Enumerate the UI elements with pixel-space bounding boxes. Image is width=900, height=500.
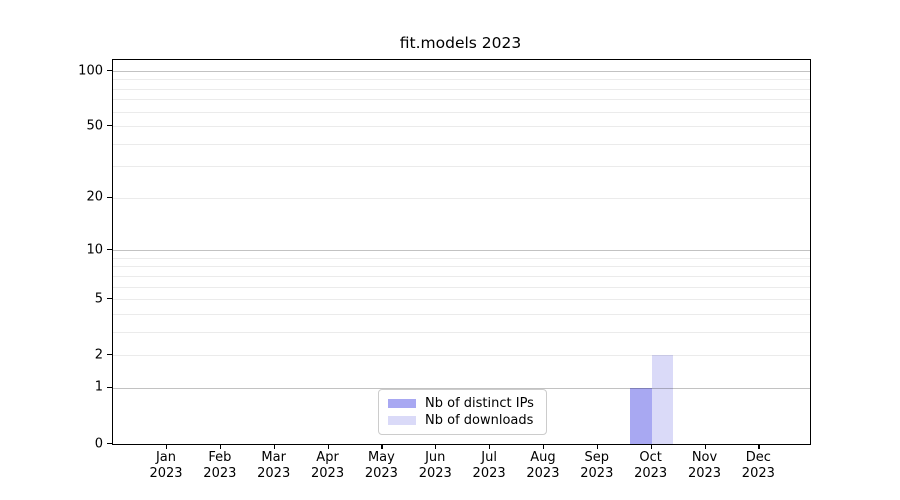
y-tick-mark	[107, 125, 112, 127]
x-tick-mark	[219, 444, 222, 449]
x-tick-mark	[435, 444, 437, 449]
minor-gridline	[113, 79, 810, 81]
legend-row: Nb of downloads	[388, 412, 537, 429]
bar	[651, 355, 674, 444]
x-tick-mark	[381, 444, 383, 449]
x-tick-mark	[650, 444, 652, 449]
y-tick-label: 0	[94, 436, 103, 451]
major-gridline	[113, 387, 810, 389]
minor-gridline	[113, 266, 810, 268]
minor-gridline	[113, 197, 810, 199]
legend: Nb of distinct IPs Nb of downloads	[378, 389, 547, 435]
y-tick-mark	[107, 386, 112, 389]
x-tick-mark	[489, 444, 491, 449]
legend-swatch	[388, 399, 416, 408]
chart-title: fit.models 2023	[399, 34, 522, 52]
x-tick-mark	[704, 444, 706, 449]
minor-gridline	[113, 257, 810, 259]
y-tick-mark	[107, 443, 112, 445]
minor-gridline	[113, 299, 810, 301]
y-tick-label: 100	[78, 63, 103, 78]
x-tick-label: Sep 2023	[580, 450, 614, 481]
y-tick-mark	[107, 298, 112, 300]
y-tick-mark	[107, 70, 112, 72]
x-tick-label: Apr 2023	[311, 450, 345, 481]
x-tick-label: Mar 2023	[257, 450, 291, 481]
x-tick-mark	[273, 444, 275, 449]
y-tick-mark	[107, 249, 112, 251]
minor-gridline	[113, 143, 810, 145]
minor-gridline	[113, 166, 810, 168]
x-tick-label: Dec 2023	[741, 450, 775, 481]
x-tick-label: Nov 2023	[687, 450, 722, 481]
x-tick-label: Aug 2023	[526, 450, 560, 481]
x-tick-label: May 2023	[364, 450, 398, 481]
bar	[630, 387, 652, 444]
x-tick-label: Jul 2023	[472, 450, 506, 481]
minor-gridline	[113, 99, 810, 101]
minor-gridline	[113, 313, 810, 315]
x-tick-mark	[166, 444, 168, 449]
minor-gridline	[113, 126, 810, 128]
y-tick-mark	[107, 196, 112, 199]
x-tick-label: Jun 2023	[418, 450, 452, 481]
y-tick-label: 50	[86, 118, 103, 134]
minor-gridline	[113, 275, 810, 277]
y-tick-label: 2	[94, 347, 103, 363]
y-tick-label: 10	[86, 242, 103, 258]
minor-gridline	[113, 286, 810, 288]
plot-area	[112, 59, 811, 445]
x-tick-mark	[327, 444, 329, 449]
x-tick-label: Feb 2023	[203, 450, 237, 481]
legend-row: Nb of distinct IPs	[388, 395, 537, 412]
x-tick-mark	[542, 444, 545, 449]
x-tick-label: Oct 2023	[634, 450, 668, 481]
y-tick-label: 1	[94, 379, 103, 395]
minor-gridline	[113, 111, 810, 113]
legend-label: Nb of downloads	[425, 413, 534, 428]
legend-label: Nb of distinct IPs	[425, 396, 534, 411]
y-tick-label: 20	[86, 189, 103, 205]
y-tick-mark	[107, 354, 112, 356]
y-tick-label: 5	[94, 291, 103, 307]
minor-gridline	[113, 88, 810, 90]
minor-gridline	[113, 355, 810, 357]
x-tick-mark	[758, 444, 760, 449]
x-tick-label: Jan 2023	[149, 450, 183, 481]
x-tick-mark	[596, 444, 598, 449]
legend-swatch	[388, 416, 416, 425]
major-gridline	[113, 250, 810, 252]
major-gridline	[113, 71, 810, 72]
minor-gridline	[113, 331, 810, 333]
